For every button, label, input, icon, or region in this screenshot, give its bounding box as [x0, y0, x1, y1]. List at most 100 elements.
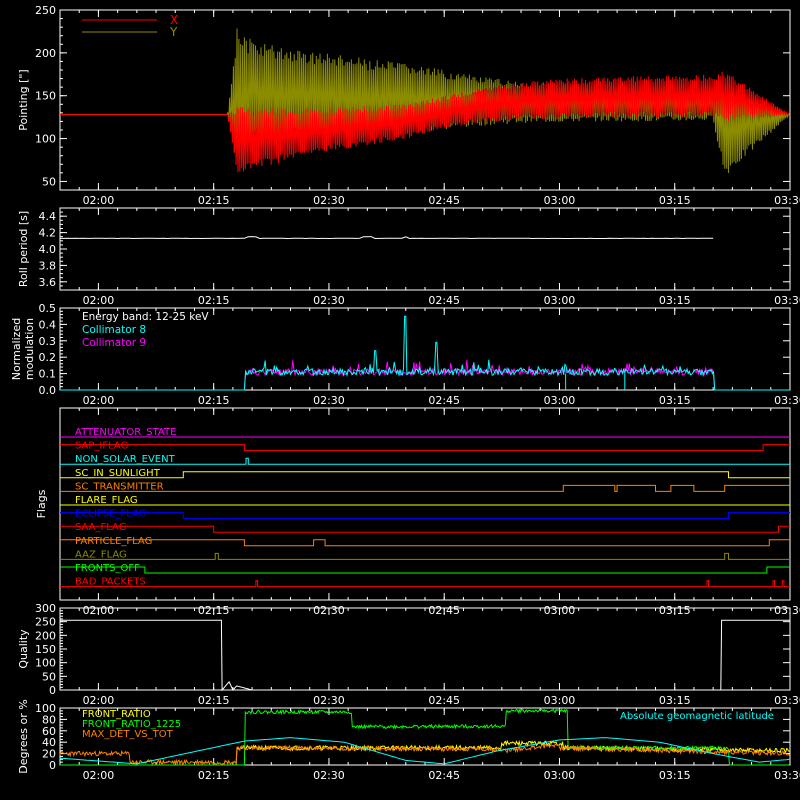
series-line-x [60, 71, 790, 173]
y-tick-label: 0.4 [39, 318, 57, 331]
series-line-absolute-geomagnetic-latitude [59, 737, 791, 765]
y-tick-label: 3.6 [39, 276, 57, 289]
series-line-front-ratio-1225 [60, 708, 790, 766]
x-tick-label: 03:00 [544, 769, 576, 782]
flag-line-aaz-flag [60, 552, 790, 560]
x-tick-label: 03:15 [659, 394, 691, 407]
x-tick-label: 02:30 [313, 694, 345, 707]
y-tick-label: 100 [35, 657, 56, 670]
panel-pointing: 02:00 02:15 02:30 02:45 03:00 03:15 03:30 50 100… [17, 4, 800, 207]
x-tick-label: 02:15 [198, 394, 230, 407]
flag-line-non-solar-event [60, 457, 790, 465]
panel-modulation: 02:00 02:15 02:30 02:45 03:00 03:15 03:30 0.0 0.… [10, 302, 800, 407]
flag-label-particle-flag: PARTICLE_FLAG [75, 536, 152, 547]
x-tick-label: 02:15 [198, 294, 230, 307]
series-line-roll-period [60, 236, 714, 240]
flag-label-bad-packets: BAD_PACKETS [75, 577, 146, 588]
y-axis-label: Degrees or % [17, 699, 30, 773]
legend-label-front-ratio-1225: FRONT_RATIO_1225 [82, 719, 181, 730]
x-tick-label: 03:15 [659, 769, 691, 782]
y-tick-label: 60 [42, 725, 56, 738]
y-tick-label: 40 [42, 736, 56, 749]
flag-line-sc-transmitter [60, 484, 790, 492]
y-axis-label: Normalized [10, 318, 23, 380]
x-tick-label: 03:00 [544, 294, 576, 307]
flag-line-particle-flag [60, 539, 790, 547]
x-tick-label: 03:30 [774, 769, 800, 782]
y-tick-label: 100 [35, 702, 56, 715]
x-tick-label: 02:15 [198, 694, 230, 707]
y-tick-label: 200 [35, 47, 56, 60]
legend-label-y: Y [169, 25, 178, 39]
x-tick-label: 03:30 [774, 294, 800, 307]
x-tick-label: 02:30 [313, 294, 345, 307]
y-tick-label: 4.0 [39, 243, 57, 256]
y-tick-label: 200 [35, 629, 56, 642]
x-tick-label: 03:00 [544, 394, 576, 407]
y-tick-label: 150 [35, 643, 56, 656]
x-tick-label: 02:45 [428, 394, 460, 407]
x-tick-label: 02:00 [83, 694, 115, 707]
y-axis-label: Pointing ["] [17, 69, 30, 130]
legend-label-x: X [170, 13, 178, 27]
x-tick-label: 03:30 [774, 604, 800, 617]
y-axis-label: Roll period [s] [17, 211, 30, 287]
panel-group: 02:0002:1502:3002:4503:0003:1503:3050100… [10, 4, 800, 782]
x-tick-label: 02:45 [428, 294, 460, 307]
flag-label-sc-transmitter: SC_TRANSMITTER [75, 481, 164, 492]
y-tick-label: 300 [35, 602, 56, 615]
x-tick-label: 02:45 [428, 694, 460, 707]
y-tick-label: 250 [35, 4, 56, 17]
x-tick-label: 02:00 [83, 194, 115, 207]
flag-line-sc-in-sunlight [60, 471, 790, 479]
x-tick-label: 03:30 [774, 694, 800, 707]
flag-label-aaz-flag: AAZ_FLAG [75, 549, 127, 560]
y-tick-label: 0 [49, 684, 56, 697]
y-tick-label: 4.2 [39, 227, 57, 240]
legend-label-front-ratio: FRONT_RATIO [82, 709, 151, 720]
flag-line-eclipse-flag [60, 512, 790, 520]
x-tick-label: 02:45 [428, 769, 460, 782]
flag-label-flare-flag: FLARE_FLAG [75, 495, 138, 506]
y-tick-label: 0.1 [39, 368, 57, 381]
y-tick-label: 0.5 [39, 302, 57, 315]
flag-label-saa-flag: SAA_FLAG [75, 522, 126, 533]
x-tick-label: 03:30 [774, 194, 800, 207]
flag-line-sap-iflag [60, 444, 790, 452]
y-tick-label: 80 [42, 713, 56, 726]
series-line-quality [60, 619, 790, 692]
x-tick-label: 02:00 [83, 769, 115, 782]
legend-label-max-det-vs-tot: MAX_DET_VS_TOT [82, 729, 174, 740]
y-tick-label: 250 [35, 616, 56, 629]
y-tick-label: 4.4 [39, 210, 57, 223]
x-tick-label: 02:00 [83, 294, 115, 307]
y-tick-label: 0.0 [39, 384, 57, 397]
x-tick-label: 02:30 [313, 194, 345, 207]
y-axis-label: Flags [35, 489, 48, 518]
x-tick-label: 02:15 [198, 194, 230, 207]
y-tick-label: 0.2 [39, 351, 57, 364]
series-line-max-det-vs-tot [59, 743, 790, 766]
y-tick-label: 50 [42, 670, 56, 683]
x-tick-label: 03:30 [774, 394, 800, 407]
y-axis-label: Quality [17, 629, 30, 669]
y-tick-label: 100 [35, 133, 56, 146]
y-tick-label: 50 [42, 175, 56, 188]
panel-quality: 02:00 02:15 02:30 02:45 03:00 03:15 03:30 05010… [17, 602, 800, 707]
panel-roll_period: 02:00 02:15 02:30 02:45 03:00 03:15 03:30 3.6 3.… [17, 207, 800, 307]
y-tick-label: 0 [49, 759, 56, 772]
y-tick-label: 150 [35, 90, 56, 103]
x-tick-label: 02:30 [313, 769, 345, 782]
flag-label-attenuator-state: ATTENUATOR_STATE [75, 427, 176, 438]
x-tick-label: 02:30 [313, 394, 345, 407]
legend-label-collimator-8: Collimator 8 [82, 324, 146, 336]
x-tick-label: 02:45 [428, 194, 460, 207]
flag-label-non-solar-event: NON_SOLAR_EVENT [75, 454, 176, 465]
x-tick-label: 03:00 [544, 194, 576, 207]
flag-line-bad-packets [60, 580, 790, 588]
series-line-collimator-8 [60, 315, 790, 391]
y-axis-label: modulation [23, 318, 36, 380]
panel-front_ratio: 02:00 02:15 02:30 02:45 03:00 03:15 03:30 02040… [17, 699, 800, 782]
y-tick-label: 3.8 [39, 259, 57, 272]
